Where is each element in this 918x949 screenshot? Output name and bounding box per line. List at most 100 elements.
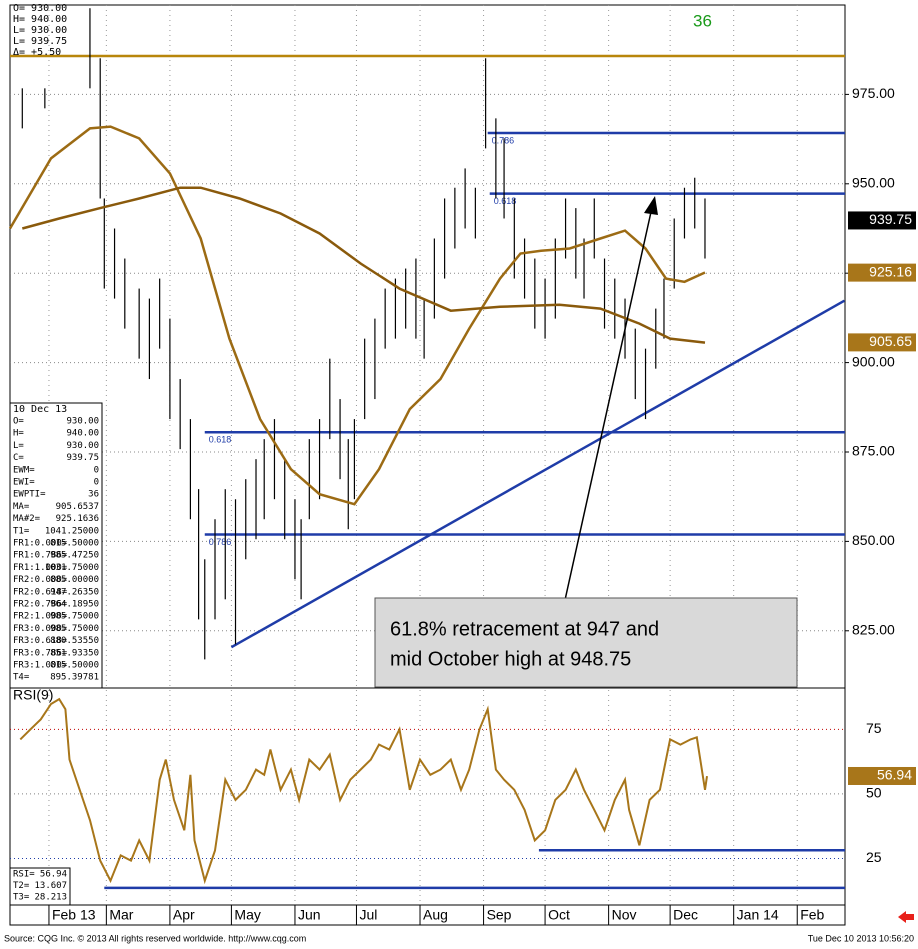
- data-window-value: 985.47250: [50, 551, 99, 561]
- y-tick-label: 75: [866, 720, 882, 736]
- data-window-label: FR3:0.000=: [13, 624, 68, 634]
- series-line: [8, 125, 706, 506]
- data-window-label: L=: [13, 441, 24, 451]
- data-window-value: 880.53550: [50, 636, 99, 646]
- scroll-arrow: [898, 911, 914, 923]
- data-window-label: C=: [13, 453, 24, 463]
- data-window-title: 10 Dec 13: [13, 404, 67, 415]
- source-text: Source: CQG Inc. © 2013 All rights reser…: [4, 933, 306, 943]
- data-window-value: 964.18950: [50, 600, 99, 610]
- data-window-value: 925.1636: [56, 514, 99, 524]
- x-tick-label: Nov: [612, 907, 637, 923]
- x-tick-label: Apr: [173, 907, 195, 923]
- data-window-value: 985.75000: [50, 624, 99, 634]
- trend-line: [230, 299, 846, 649]
- data-window-label: FR1:1.000=: [13, 563, 68, 573]
- data-window-value: 0: [94, 478, 99, 488]
- data-window-label: FR3:1.000=: [13, 661, 68, 671]
- x-tick-label: Feb: [800, 907, 824, 923]
- rsi-panel: [9, 687, 846, 906]
- price-flag-label: 939.75: [869, 211, 912, 227]
- quote-line: O= 930.00: [13, 3, 67, 14]
- quote-line: L= 930.00: [13, 25, 67, 36]
- data-window-value: 947.26350: [50, 587, 99, 597]
- price-flag-label: 56.94: [877, 767, 912, 783]
- data-window-value: 930.00: [66, 441, 99, 451]
- data-window-value: 985.75000: [50, 612, 99, 622]
- rsi-window-box: [9, 867, 71, 906]
- panel-title: RSI(9): [13, 687, 53, 703]
- arrow-head: [644, 196, 658, 215]
- data-window-value: 815.50000: [50, 539, 99, 549]
- price-flag-label: 925.16: [869, 263, 912, 279]
- x-tick-label: May: [234, 907, 260, 923]
- annotation-text: 61.8% retracement at 947 and: [390, 618, 659, 640]
- price-flag: [848, 766, 916, 785]
- data-window-label: FR2:1.000=: [13, 612, 68, 622]
- x-tick-label: Jan 14: [737, 907, 779, 923]
- y-tick-label: 25: [866, 849, 882, 865]
- data-window-label: FR3:0.786=: [13, 648, 68, 658]
- rsi-window-label: RSI=: [13, 870, 35, 880]
- y-tick-label: 50: [866, 785, 882, 801]
- price-panel: [9, 4, 846, 689]
- data-window-label: H=: [13, 429, 24, 439]
- data-window-value: 930.00: [66, 417, 99, 427]
- data-window-label: O=: [13, 417, 24, 427]
- data-window-label: FR2:0.786=: [13, 600, 68, 610]
- price-flag: [848, 211, 916, 230]
- rsi-window-value: 13.607: [34, 881, 67, 891]
- x-tick-label: Dec: [673, 907, 698, 923]
- y-tick-label: 825.00: [852, 621, 895, 637]
- y-tick-label: 950.00: [852, 174, 895, 190]
- quote-line: H= 940.00: [13, 14, 67, 25]
- rsi-window: RSI= 56.94 T2= 13.607 T3= 28.213: [9, 867, 71, 906]
- quote-line: Δ= +5.50: [13, 47, 61, 58]
- y-tick-label: 900.00: [852, 353, 895, 369]
- data-window-value: 1031.75000: [45, 563, 99, 573]
- data-window-label: EWM=: [13, 465, 35, 475]
- rsi-window-value: 28.213: [34, 893, 67, 903]
- data-window-value: 895.39781: [50, 673, 99, 683]
- data-window: 10 Dec 13 O= 930.00 H= 940.00 L= 930.00 C= 939.…: [9, 402, 103, 689]
- data-window-label: FR2:0.000=: [13, 575, 68, 585]
- rsi-window-value: 56.94: [40, 870, 67, 880]
- data-window-value: 885.00000: [50, 575, 99, 585]
- data-window-value: 939.75: [66, 453, 99, 463]
- series-line: [21, 186, 706, 344]
- rsi-window-label: T2=: [13, 881, 30, 891]
- series-line: [19, 697, 708, 885]
- level-label: 0.786: [492, 135, 515, 145]
- quote-line: L= 939.75: [13, 36, 67, 47]
- data-window-value: 851.93350: [50, 648, 99, 658]
- data-window-label: FR1:0.000=: [13, 539, 68, 549]
- price-flag: [848, 333, 916, 352]
- level-label: 0.786: [209, 537, 232, 547]
- level-label: 0.618: [209, 435, 232, 445]
- data-window-label: EWI=: [13, 478, 35, 488]
- y-tick-label: 850.00: [852, 532, 895, 548]
- level-label: 0.618: [494, 196, 517, 206]
- x-tick-label: Aug: [423, 907, 448, 923]
- price-flag-label: 905.65: [869, 333, 912, 349]
- data-window-label: FR3:0.618=: [13, 636, 68, 646]
- data-window-value: 0: [94, 465, 99, 475]
- y-tick-label: 975.00: [852, 85, 895, 101]
- data-window-label: EWPTI=: [13, 490, 46, 500]
- data-window-label: T4=: [13, 673, 30, 683]
- data-window-label: T1=: [13, 526, 30, 536]
- data-window-label: MA=: [13, 502, 30, 512]
- data-window-value: 940.00: [66, 429, 99, 439]
- data-window-label: MA#2=: [13, 514, 41, 524]
- data-window-value: 1041.25000: [45, 526, 99, 536]
- timestamp-text: Tue Dec 10 2013 10:56:20: [808, 933, 914, 943]
- data-window-value: 36: [88, 490, 99, 500]
- x-tick-label: Feb 13: [52, 907, 96, 923]
- annotation-box: [374, 597, 798, 688]
- x-tick-label: Jun: [298, 907, 321, 923]
- x-tick-label: Sep: [487, 907, 512, 923]
- rsi-window-label: T3=: [13, 893, 30, 903]
- x-tick-label: Oct: [548, 907, 570, 923]
